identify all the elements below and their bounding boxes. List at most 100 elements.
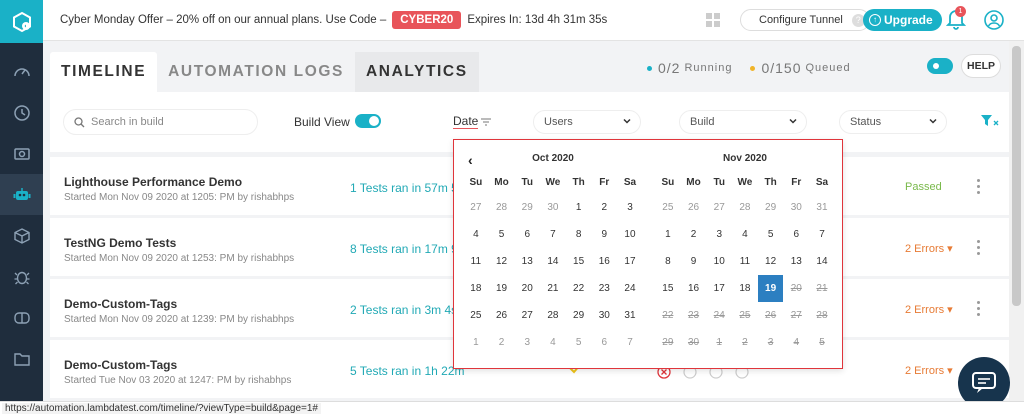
lambdatest-logo[interactable]	[0, 0, 43, 43]
calendar-day[interactable]: 14	[547, 256, 559, 267]
build-status[interactable]: 2 Errors ▾	[905, 365, 953, 377]
calendar-day[interactable]: 5	[575, 337, 582, 348]
calendar-day-selected[interactable]: 19	[757, 275, 784, 302]
calendar-day[interactable]: 4	[742, 229, 748, 240]
calendar-day[interactable]: 23	[598, 283, 610, 294]
calendar-day[interactable]: 27	[713, 202, 725, 213]
sidebar-item-visual[interactable]	[0, 133, 43, 174]
upgrade-button[interactable]: ↑ Upgrade	[863, 9, 942, 31]
calendar-day[interactable]: 19	[495, 283, 508, 294]
sidebar-item-integrations[interactable]	[0, 215, 43, 256]
calendar-day[interactable]: 18	[739, 283, 751, 294]
coupon-code-badge[interactable]: CYBER20	[392, 11, 462, 29]
tab-timeline[interactable]: TIMELINE	[50, 52, 158, 92]
calendar-day[interactable]: 26	[495, 310, 508, 321]
calendar-day[interactable]: 4	[550, 337, 556, 348]
calendar-day[interactable]: 26	[687, 202, 700, 213]
tab-analytics[interactable]: ANALYTICS	[354, 52, 479, 92]
more-options-icon[interactable]	[977, 301, 981, 319]
configure-tunnel-button[interactable]: Configure Tunnel ?	[740, 9, 870, 31]
calendar-day[interactable]: 2	[690, 229, 697, 240]
search-input[interactable]: Search in build	[63, 109, 258, 135]
build-title[interactable]: Demo-Custom-Tags	[64, 297, 178, 311]
calendar-day[interactable]: 3	[524, 337, 530, 348]
calendar-day[interactable]: 21	[547, 283, 559, 294]
sidebar-item-issues[interactable]	[0, 256, 43, 297]
clear-filter-button[interactable]	[980, 114, 1000, 133]
calendar-day[interactable]: 7	[819, 229, 825, 240]
vertical-scrollbar[interactable]	[1009, 41, 1024, 401]
calendar-day[interactable]: 16	[598, 256, 610, 267]
build-title[interactable]: Demo-Custom-Tags	[64, 358, 178, 372]
calendar-day[interactable]: 28	[495, 202, 508, 213]
tab-automation-logs[interactable]: AUTOMATION LOGS	[168, 63, 344, 80]
calendar-day[interactable]: 15	[573, 256, 585, 267]
sidebar-item-test-management[interactable]	[0, 297, 43, 338]
calendar-day[interactable]: 10	[624, 229, 636, 240]
calendar-day[interactable]: 27	[521, 310, 533, 321]
build-status[interactable]: 2 Errors ▾	[905, 243, 953, 255]
calendar-day[interactable]: 6	[793, 229, 800, 240]
users-select[interactable]: Users	[533, 110, 641, 134]
calendar-day[interactable]: 18	[470, 283, 482, 294]
chat-support-button[interactable]	[958, 357, 1010, 409]
user-profile-button[interactable]	[984, 10, 1004, 33]
calendar-day[interactable]: 9	[601, 229, 608, 240]
calendar-day[interactable]: 13	[521, 256, 533, 267]
calendar-day[interactable]: 1	[665, 229, 671, 240]
more-options-icon[interactable]	[977, 240, 981, 258]
calendar-day[interactable]: 4	[473, 229, 479, 240]
build-status[interactable]: 2 Errors ▾	[905, 304, 953, 316]
calendar-day[interactable]: 28	[547, 310, 559, 321]
calendar-day[interactable]: 30	[790, 202, 802, 213]
calendar-day[interactable]: 11	[470, 256, 482, 267]
calendar-day[interactable]: 17	[713, 283, 725, 294]
calendar-day[interactable]: 31	[816, 202, 828, 213]
calendar-day[interactable]: 3	[716, 229, 722, 240]
calendar-day[interactable]: 8	[575, 229, 582, 240]
date-range-picker[interactable]: ‹ Oct 2020 Su Mo Tu We Th Fr Sa 27 28 29 30 1 2 3 4 5 6 7…	[453, 139, 843, 369]
calendar-day[interactable]: 9	[690, 256, 697, 267]
calendar-day[interactable]: 2	[601, 202, 608, 213]
calendar-day[interactable]: 13	[790, 256, 802, 267]
sidebar-item-dashboard[interactable]	[0, 51, 43, 92]
more-options-icon[interactable]	[977, 179, 981, 197]
calendar-day[interactable]: 10	[713, 256, 725, 267]
calendar-day[interactable]: 14	[816, 256, 828, 267]
calendar-day[interactable]: 30	[547, 202, 559, 213]
calendar-day[interactable]: 20	[521, 283, 533, 294]
calendar-day[interactable]: 30	[598, 310, 610, 321]
key-toggle[interactable]	[927, 58, 953, 74]
sidebar-item-automation[interactable]	[0, 174, 43, 215]
calendar-day[interactable]: 6	[524, 229, 530, 240]
status-select[interactable]: Status	[839, 110, 947, 134]
previous-month-arrow-icon[interactable]: ‹	[468, 152, 473, 168]
calendar-day[interactable]: 11	[739, 256, 751, 267]
calendar-day[interactable]: 5	[767, 229, 774, 240]
apps-grid-icon[interactable]	[706, 13, 720, 30]
calendar-day[interactable]: 8	[665, 256, 671, 267]
calendar-day[interactable]: 2	[498, 337, 505, 348]
calendar-day[interactable]: 25	[662, 202, 674, 213]
calendar-day[interactable]: 16	[687, 283, 700, 294]
calendar-day[interactable]: 28	[739, 202, 751, 213]
calendar-day[interactable]: 15	[662, 283, 674, 294]
calendar-day[interactable]: 29	[521, 202, 533, 213]
calendar-day[interactable]: 22	[573, 283, 585, 294]
notifications-button[interactable]: 1	[945, 6, 967, 33]
calendar-day[interactable]: 12	[765, 256, 777, 267]
help-button[interactable]: HELP	[961, 54, 1001, 78]
calendar-day[interactable]: 17	[624, 256, 636, 267]
calendar-day[interactable]: 29	[765, 202, 777, 213]
calendar-day[interactable]: 7	[550, 229, 556, 240]
calendar-day[interactable]: 25	[470, 310, 482, 321]
calendar-day[interactable]: 5	[498, 229, 505, 240]
calendar-day[interactable]: 29	[573, 310, 585, 321]
build-title[interactable]: Lighthouse Performance Demo	[64, 175, 243, 189]
calendar-day[interactable]: 1	[575, 202, 582, 213]
date-filter[interactable]: Date	[453, 114, 492, 129]
build-title[interactable]: TestNG Demo Tests	[64, 236, 177, 250]
calendar-day[interactable]: 24	[624, 283, 636, 294]
calendar-day[interactable]: 6	[601, 337, 608, 348]
sidebar-item-files[interactable]	[0, 338, 43, 379]
